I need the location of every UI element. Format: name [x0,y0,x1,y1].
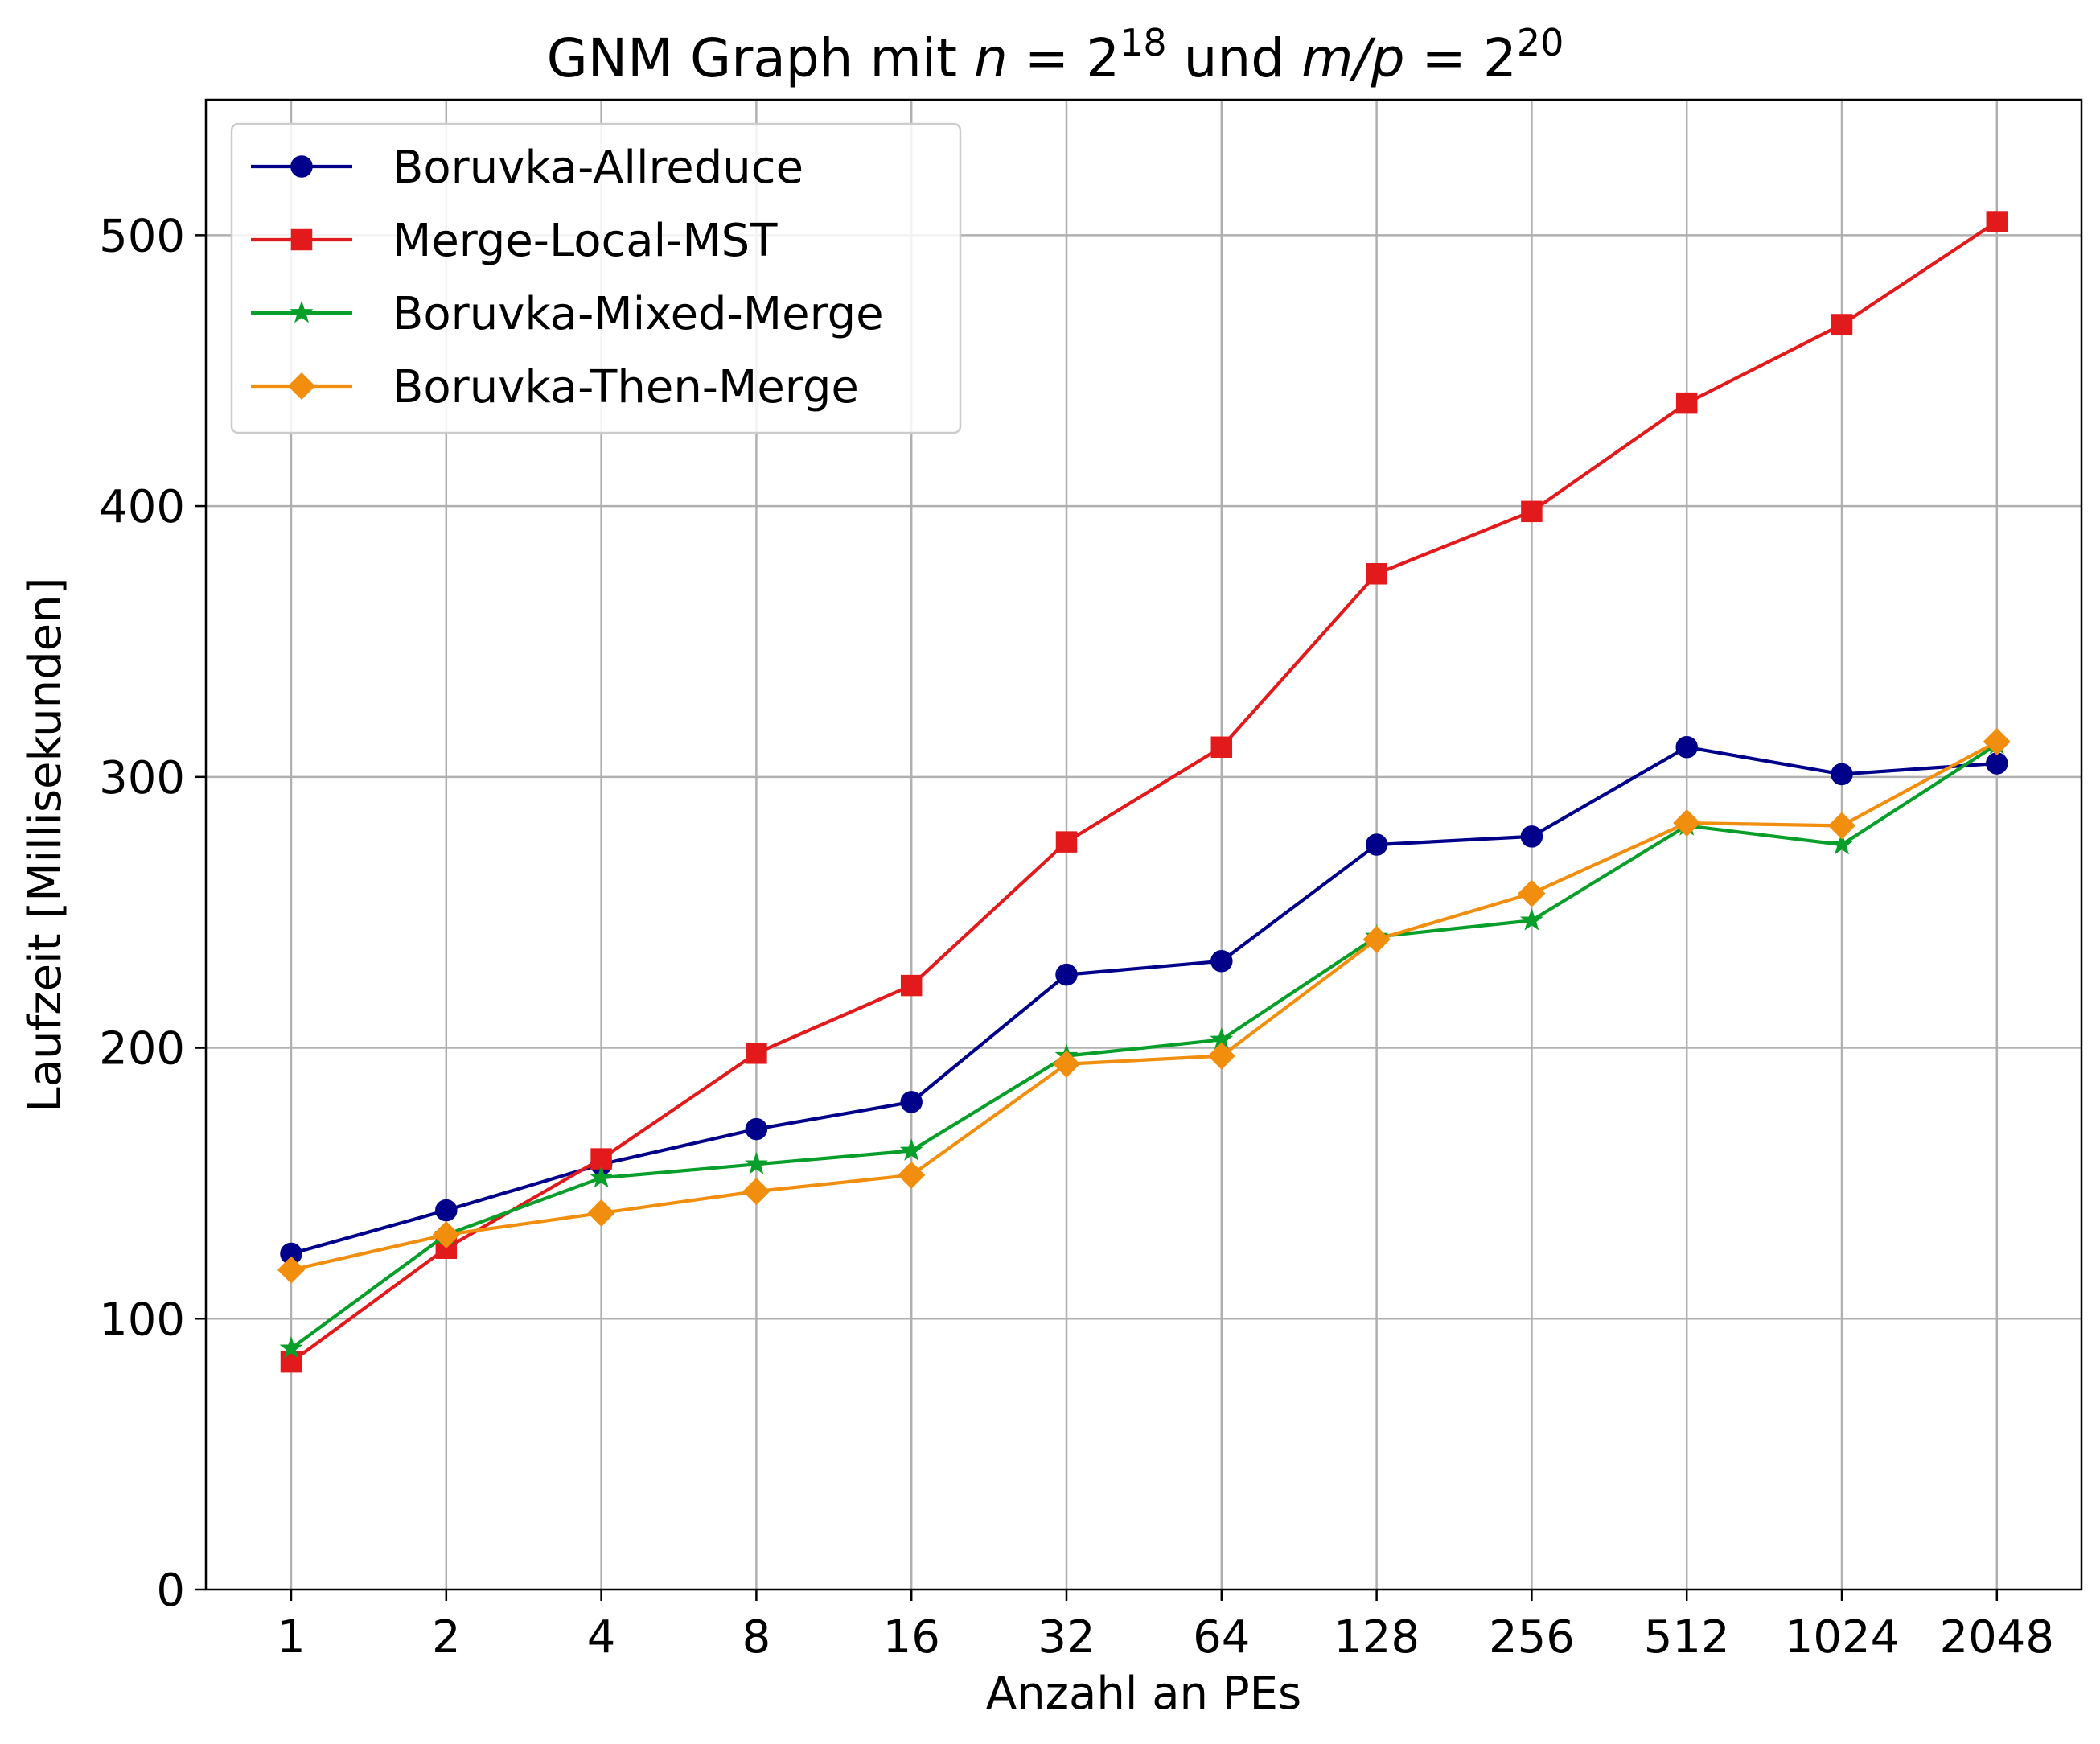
data-point [1052,1050,1081,1078]
x-tick-label: 2 [432,1611,461,1664]
legend-item: Boruvka-Allreduce [251,142,803,194]
data-point [1675,736,1698,759]
x-axis-label: Anzahl an PEs [986,1668,1301,1720]
data-point [746,1043,767,1064]
data-point [1055,963,1078,986]
x-tick-label: 1024 [1785,1611,1900,1664]
data-point [1986,211,2008,232]
legend-item: Merge-Local-MST [251,215,778,267]
data-point [1519,907,1543,931]
title-mp-exp: 20 [1517,21,1564,64]
y-tick-label: 500 [99,210,185,262]
data-point [432,1220,460,1248]
data-point [1520,825,1543,848]
data-point [745,1117,768,1141]
x-tick-label: 64 [1193,1611,1250,1664]
data-point [900,974,923,997]
series-line [290,742,1998,1351]
y-tick-label: 400 [99,481,185,533]
data-point [1365,833,1388,856]
data-point [1055,831,1078,853]
data-point [1986,752,2008,775]
series-group [277,211,2011,1373]
chart-title: GNM Graph mit n = 218 und m/p = 220 [547,21,1564,89]
legend-marker [290,228,313,251]
data-point [900,1091,923,1113]
title-prefix: GNM Graph mit [547,27,974,89]
data-point [280,1351,302,1373]
legend-item: Boruvka-Mixed-Merge [251,288,884,340]
y-tick-label: 100 [99,1294,185,1346]
legend-box [230,122,962,434]
data-point [277,1256,306,1284]
legend-label: Merge-Local-MST [392,215,778,267]
data-point [1827,812,1856,840]
series-line [290,740,1998,1272]
data-point [587,1199,615,1228]
data-point [1983,727,2011,756]
x-tick-label: 32 [1038,1611,1095,1664]
data-point [1518,879,1546,907]
series-merge-local-mst [280,211,2008,1373]
data-point [279,1336,303,1359]
data-point [1207,1042,1235,1070]
legend-label: Boruvka-Allreduce [392,142,803,194]
data-point [1362,925,1391,953]
x-tick-label: 8 [742,1611,771,1664]
x-tick-label: 2048 [1940,1611,2055,1664]
data-point [590,1165,614,1188]
legend: Boruvka-Allreduce Merge-Local-MST Boruvka-… [230,122,962,434]
data-point [742,1177,771,1206]
data-point [1673,809,1701,837]
data-point [1210,950,1233,973]
legend-marker [287,372,316,401]
x-tick-label: 128 [1334,1611,1420,1664]
legend-marker [290,155,313,178]
plot-frame [204,98,2083,1591]
y-tick-label: 0 [156,1565,185,1617]
data-point [899,1138,923,1161]
data-point [898,1161,926,1189]
title-n-var: n [974,27,1008,89]
data-point [435,1199,458,1222]
ticks: 1 2 4 8 16 32 64 128 256 512 1024 2048 0 100 200 300 400… [99,210,2054,1664]
legend-item: Boruvka-Then-Merge [251,361,859,413]
title-eq: = 2 [1008,27,1120,89]
legend-marker [290,300,314,323]
data-point [1830,832,1854,855]
title-mid: und [1167,27,1302,89]
data-point [1210,736,1233,759]
data-point [1366,563,1387,585]
x-tick-label: 16 [883,1611,940,1664]
series-line [290,220,1998,1364]
y-tick-label: 200 [99,1023,185,1076]
y-tick-label: 300 [99,752,185,804]
x-tick-label: 4 [587,1611,616,1664]
data-point [1675,392,1698,414]
legend-label: Boruvka-Then-Merge [392,361,859,413]
x-tick-label: 1 [277,1611,306,1664]
data-point [1831,763,1853,786]
data-point [744,1152,768,1174]
title-mp-var: m/p [1301,27,1404,89]
x-tick-label: 512 [1644,1611,1730,1664]
data-point [1521,500,1543,523]
title-eq2: = 2 [1405,27,1517,89]
title-n-exp: 18 [1120,21,1167,64]
data-point [1831,314,1853,335]
x-tick-label: 256 [1489,1611,1575,1664]
y-axis-label: Laufzeit [Millisekunden] [19,578,72,1113]
series-boruvka-then-merge [277,727,2011,1284]
legend-label: Boruvka-Mixed-Merge [392,288,884,340]
